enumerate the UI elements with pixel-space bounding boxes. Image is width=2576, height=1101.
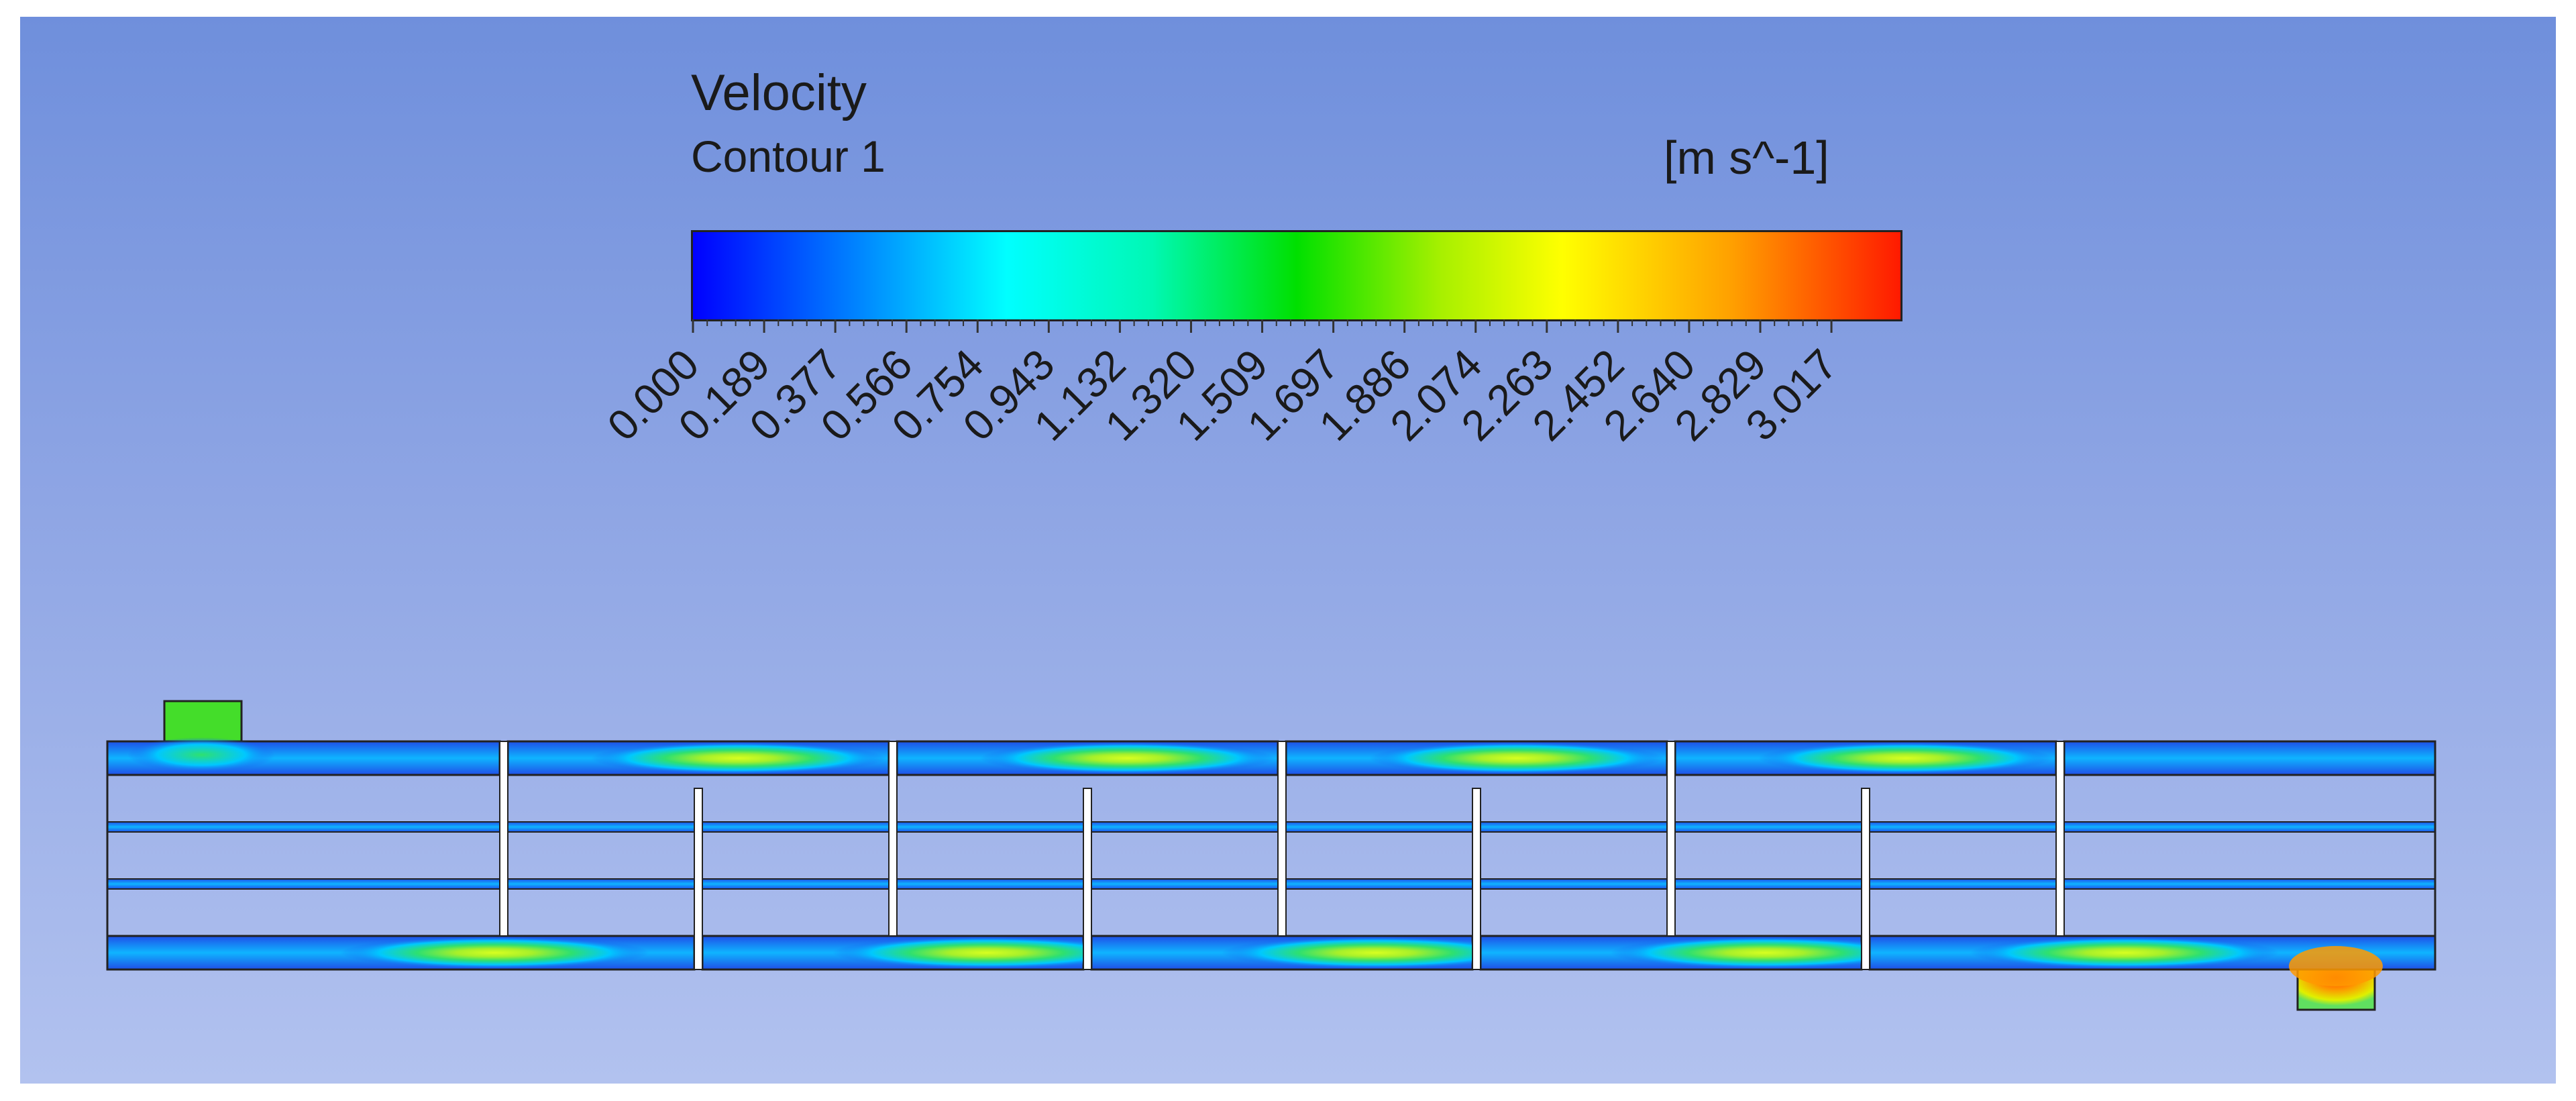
velocity-jet (591, 742, 886, 774)
velocity-jet (1758, 742, 2053, 774)
outlet-jet (2289, 946, 2383, 986)
velocity-jet (1970, 937, 2279, 969)
velocity-jet (340, 937, 649, 969)
cfd-viewport: Velocity Contour 1 [m s^-1] 0.000 0.189 0.… (20, 17, 2556, 1084)
baffle-top (1666, 741, 1676, 937)
baffle-top (888, 741, 898, 937)
velocity-jet (1222, 937, 1530, 969)
channel-domain-contour (106, 700, 2436, 1011)
middle-lane-lower (107, 878, 2436, 890)
inlet-jet (127, 737, 275, 772)
velocity-jet (1369, 742, 1664, 774)
baffle-top (2055, 741, 2065, 937)
baffle-bottom (1861, 788, 1870, 970)
baffle-bottom (1472, 788, 1481, 970)
velocity-jet (833, 937, 1141, 969)
legend-unit: [m s^-1] (1664, 132, 1829, 184)
velocity-jet (1611, 937, 1919, 969)
velocity-jet (980, 742, 1275, 774)
top-chamber (2063, 740, 2436, 776)
baffle-top (499, 741, 508, 937)
colorbar-tick-marks (692, 319, 1833, 333)
legend-subtitle: Contour 1 (691, 132, 885, 181)
inlet (163, 700, 243, 743)
baffle-bottom (1083, 788, 1092, 970)
legend-title: Velocity (691, 64, 867, 121)
middle-lane-upper (107, 821, 2436, 833)
velocity-colorbar (691, 230, 1902, 321)
baffle-top (1277, 741, 1287, 937)
baffle-bottom (694, 788, 703, 970)
